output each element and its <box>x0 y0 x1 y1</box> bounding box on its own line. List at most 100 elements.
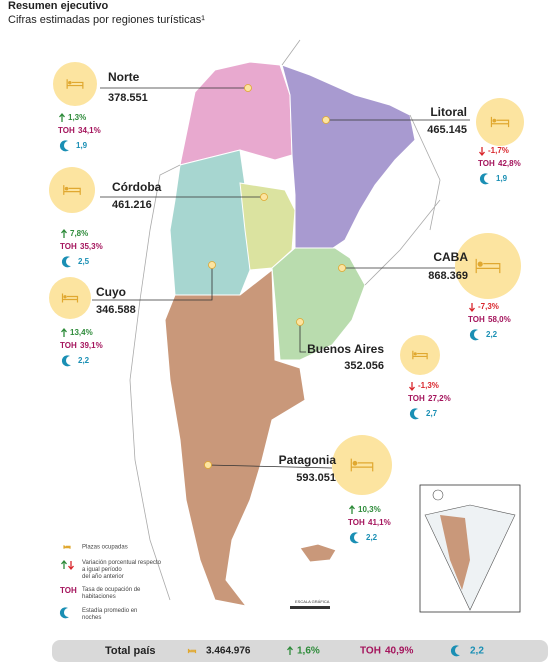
region-name: Norte <box>108 70 140 84</box>
leader-line <box>92 265 213 301</box>
region-name: CABA <box>433 250 468 264</box>
leader-line <box>299 322 306 353</box>
bed-pillow <box>413 352 417 356</box>
toh-label: TOH <box>60 242 77 251</box>
toh-value: 39,1% <box>80 341 103 350</box>
beds-circle <box>400 335 440 375</box>
region-buenos-aires <box>271 247 366 361</box>
moon-icon <box>450 645 460 657</box>
toh-value: 41,1% <box>368 518 391 527</box>
bed-pillow <box>68 81 72 85</box>
inset-globe <box>432 489 444 501</box>
region-value: 378.551 <box>108 92 148 104</box>
beds-circle <box>476 98 524 146</box>
toh-label: TOH <box>408 394 425 403</box>
arrow-up <box>287 645 293 655</box>
variation: 10,3% <box>358 505 381 514</box>
bed-icon <box>350 458 374 472</box>
total-toh-label: TOH <box>360 646 381 657</box>
stay-value: 2,2 <box>366 533 378 542</box>
location-dot <box>296 318 304 326</box>
arrow-up <box>349 504 355 514</box>
location-dot <box>204 461 212 469</box>
legend-toh: Tasa de ocupación de habitaciones <box>82 587 141 600</box>
legend-line: del año anterior <box>82 574 124 580</box>
toh-value: 58,0% <box>488 315 511 324</box>
total-variation: 1,6% <box>297 646 320 657</box>
toh-value: 34,1% <box>78 126 101 135</box>
arrow-up <box>59 112 65 122</box>
stay-value: 2,2 <box>486 330 498 339</box>
scale-rect <box>290 606 330 609</box>
location-dot <box>338 264 346 272</box>
inset-map <box>419 484 521 613</box>
region-name: Buenos Aires <box>307 342 384 356</box>
legend-line: a igual período <box>82 567 122 573</box>
bed-icon <box>63 545 71 549</box>
beds-circle <box>49 277 91 319</box>
bed-icon <box>475 258 501 274</box>
scale-bar: ESCALA GRÁFICA <box>290 599 330 609</box>
islands <box>299 543 337 563</box>
legend-line: Tasa de ocupación de <box>82 587 141 593</box>
title: Resumen ejecutivo <box>8 0 109 12</box>
beds-circle <box>332 435 392 495</box>
toh-label: TOH <box>348 518 365 527</box>
bed-icon <box>61 293 79 303</box>
stay-value: 2,2 <box>78 356 90 365</box>
region-norte <box>179 61 293 166</box>
total-toh: 40,9% <box>385 646 413 657</box>
bed-pillow <box>64 186 69 191</box>
region-patagonia <box>164 269 306 607</box>
map <box>129 39 441 607</box>
toh-label: TOH <box>468 315 485 324</box>
legend-line: noches <box>82 615 101 621</box>
location-dot <box>244 84 252 92</box>
beds-circle <box>455 233 521 299</box>
bed-pillow <box>64 545 66 548</box>
region-litoral <box>281 64 416 251</box>
bed-pillow <box>477 261 483 267</box>
variation: 7,8% <box>70 229 88 238</box>
beds-circle <box>49 167 95 213</box>
legend-beds: Plazas ocupadas <box>82 545 128 551</box>
stay-value: 2,5 <box>78 257 90 266</box>
variation: -1,7% <box>488 146 509 155</box>
arrow-down <box>469 303 475 313</box>
stay-value: 1,9 <box>76 141 88 150</box>
moon-icon <box>469 329 479 341</box>
bed-pillow <box>352 460 358 466</box>
neighbors <box>129 39 441 601</box>
bed-icon <box>63 185 81 195</box>
legend-line: habitaciones <box>82 594 116 600</box>
region-cuyo <box>169 149 251 301</box>
scale-label: ESCALA GRÁFICA <box>295 599 330 604</box>
bed-icon <box>187 648 197 654</box>
variation: -1,3% <box>418 381 439 390</box>
toh-value: 27,2% <box>428 394 451 403</box>
bed-pillow <box>63 295 67 299</box>
moon-icon <box>479 173 489 185</box>
variation: 1,3% <box>68 113 86 122</box>
region-name: Patagonia <box>279 453 337 467</box>
toh-value: 42,8% <box>498 159 521 168</box>
total-value: 3.464.976 <box>206 646 251 657</box>
moon-icon <box>349 532 359 544</box>
toh-label: TOH <box>478 159 495 168</box>
region-name: Córdoba <box>112 180 162 194</box>
region-name: Cuyo <box>96 285 126 299</box>
stay-value: 2,7 <box>426 409 438 418</box>
toh-value: 35,3% <box>80 242 103 251</box>
bed-icon <box>412 350 428 360</box>
bed-pillow <box>492 118 497 123</box>
arrow-up <box>61 228 67 238</box>
moon-icon <box>61 256 71 268</box>
moon-icon <box>61 355 71 367</box>
bed-icon <box>66 79 84 89</box>
region-name: Litoral <box>430 105 467 119</box>
legend-line: Estadía promedio en <box>82 608 137 614</box>
region-value: 352.056 <box>344 360 384 372</box>
region-value: 346.588 <box>96 304 136 316</box>
arrow-up <box>61 559 67 569</box>
location-dot <box>260 193 268 201</box>
